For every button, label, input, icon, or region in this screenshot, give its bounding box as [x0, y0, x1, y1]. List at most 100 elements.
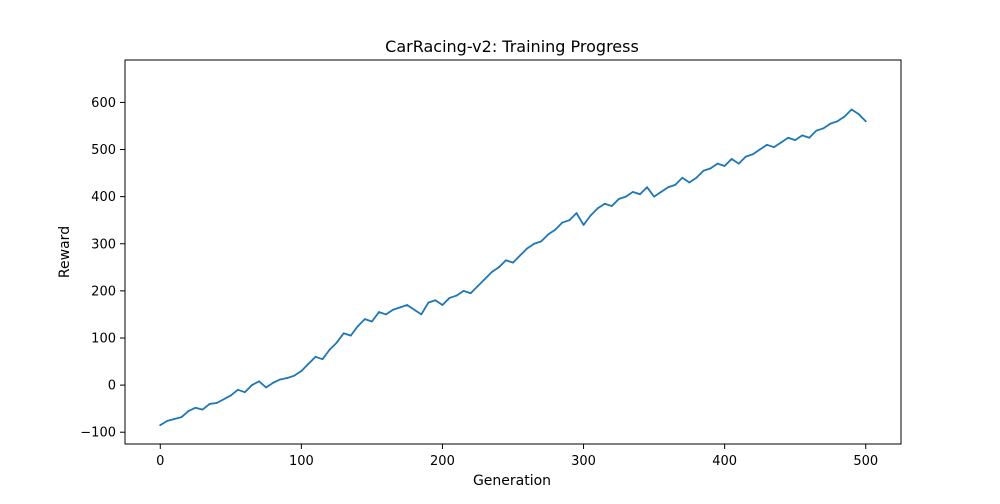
- data-point: [610, 205, 613, 207]
- data-point: [236, 388, 239, 391]
- data-point: [822, 127, 825, 130]
- data-point: [180, 416, 183, 419]
- data-point: [335, 341, 338, 344]
- data-point: [434, 299, 437, 302]
- data-point: [695, 176, 698, 179]
- data-point: [554, 228, 557, 231]
- data-point: [519, 254, 521, 257]
- data-point: [730, 158, 733, 160]
- data-point: [624, 195, 627, 198]
- data-point: [483, 278, 486, 280]
- data-point: [737, 162, 740, 165]
- data-point: [561, 221, 564, 224]
- plot-area: [159, 108, 867, 427]
- data-point: [427, 301, 430, 304]
- data-point: [751, 153, 754, 156]
- data-point: [215, 402, 218, 404]
- data-point: [632, 191, 634, 193]
- data-point: [674, 183, 677, 186]
- data-point: [505, 259, 507, 262]
- data-point: [857, 113, 860, 116]
- data-point: [801, 134, 804, 137]
- data-point: [688, 181, 691, 184]
- data-point: [258, 380, 260, 383]
- y-tick-label: 300: [91, 237, 116, 252]
- y-tick-label: 500: [91, 143, 116, 158]
- data-point: [300, 370, 303, 372]
- data-point: [413, 308, 416, 311]
- data-point: [533, 242, 536, 245]
- data-point: [815, 129, 818, 132]
- x-axis-label: Generation: [473, 473, 551, 489]
- data-point: [660, 191, 663, 193]
- x-tick-label: 400: [712, 454, 737, 469]
- data-point: [286, 377, 289, 379]
- data-point: [321, 358, 324, 361]
- x-tick-label: 300: [571, 454, 596, 469]
- data-point: [702, 169, 705, 172]
- data-point: [582, 224, 585, 226]
- data-point: [187, 410, 190, 412]
- data-point: [201, 408, 204, 411]
- data-point: [759, 148, 761, 151]
- data-point: [681, 176, 684, 179]
- y-tick-label: 400: [91, 190, 116, 205]
- x-axis: 0 100 200 300 400 500: [156, 444, 878, 469]
- data-point: [406, 304, 409, 306]
- data-point: [378, 311, 380, 313]
- data-point: [314, 355, 317, 358]
- data-point: [596, 207, 599, 210]
- x-tick-label: 100: [289, 454, 314, 469]
- y-tick-label: 0: [108, 379, 116, 394]
- data-point: [476, 285, 479, 288]
- data-point: [420, 313, 423, 316]
- x-tick-label: 200: [430, 454, 455, 469]
- data-point: [392, 308, 394, 311]
- data-point: [159, 424, 162, 427]
- y-axis: −100 0 100 200 300 400 500 600: [80, 96, 125, 441]
- data-point: [780, 141, 782, 144]
- data-point: [173, 418, 176, 420]
- data-point: [589, 214, 592, 217]
- data-point: [497, 266, 500, 269]
- chart-title: CarRacing-v2: Training Progress: [385, 37, 639, 56]
- data-point: [773, 146, 775, 149]
- plot-frame: [124, 59, 902, 445]
- data-point: [617, 198, 620, 200]
- data-point: [490, 271, 493, 273]
- y-tick-label: 600: [91, 96, 116, 111]
- data-point: [208, 403, 211, 405]
- data-point: [371, 320, 373, 323]
- data-point: [843, 115, 846, 118]
- data-point: [526, 247, 529, 250]
- data-point: [787, 136, 790, 139]
- data-point: [603, 202, 606, 205]
- data-point: [667, 186, 670, 189]
- data-point: [328, 348, 331, 351]
- data-point: [251, 384, 253, 386]
- data-point: [448, 297, 451, 299]
- data-point: [744, 155, 747, 158]
- data-point: [808, 136, 811, 139]
- data-point: [723, 165, 726, 167]
- y-tick-label: 100: [91, 331, 116, 346]
- data-point: [385, 313, 387, 316]
- data-point: [709, 167, 712, 170]
- data-point: [512, 261, 514, 264]
- y-axis-label: Reward: [57, 226, 73, 278]
- data-point: [166, 420, 169, 422]
- y-tick-label: 200: [91, 284, 116, 299]
- data-point: [836, 120, 839, 123]
- data-point: [469, 292, 472, 295]
- data-point: [864, 120, 867, 123]
- data-point: [547, 233, 550, 236]
- data-point: [639, 193, 641, 196]
- data-point: [307, 363, 310, 365]
- data-point: [575, 212, 578, 215]
- data-point: [399, 306, 402, 309]
- data-point: [244, 391, 246, 394]
- y-tick-label: −100: [80, 426, 116, 441]
- x-tick-label: 500: [853, 454, 878, 469]
- data-point: [229, 394, 232, 397]
